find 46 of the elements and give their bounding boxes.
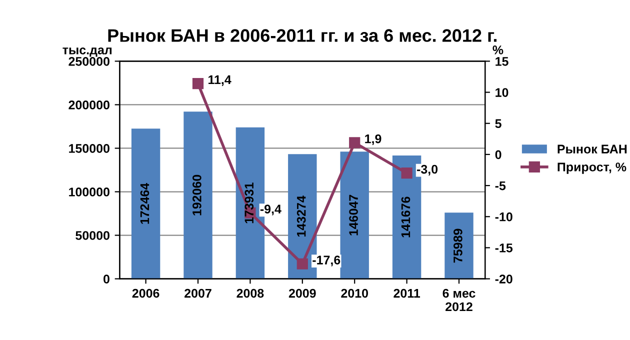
- x-tick-label: 2007: [184, 288, 212, 298]
- point: [401, 168, 412, 179]
- data-label: -17,6: [312, 256, 340, 266]
- y2-tick-label: -5: [495, 181, 506, 190]
- x-tick-label: 2009: [288, 288, 316, 298]
- x-tick-label: 2006: [132, 288, 160, 298]
- data-label: -9,4: [260, 204, 282, 216]
- y-tick-label: 0: [104, 274, 110, 284]
- y-tick-label: 150000: [69, 144, 110, 153]
- data-label: 143274: [296, 196, 306, 237]
- data-label: 75989: [454, 228, 462, 263]
- data-label: -3,0: [417, 164, 438, 176]
- data-label: 1,9: [365, 134, 382, 146]
- data-label: 141676: [401, 196, 410, 238]
- data-label: 192060: [192, 174, 202, 216]
- data-label: 173931: [244, 182, 254, 224]
- y2-tick-label: 5: [495, 119, 502, 128]
- data-label: 172464: [140, 182, 150, 224]
- bar: [184, 112, 212, 279]
- bar: [444, 212, 474, 279]
- y2-axis-title: %: [492, 46, 504, 54]
- x-tick-label: 6 мес 2012: [442, 288, 476, 312]
- point: [349, 137, 360, 148]
- y2-tick-label: 0: [495, 150, 502, 160]
- data-label: 11,4: [208, 75, 232, 86]
- point: [192, 78, 204, 90]
- y-tick-label: 200000: [68, 100, 110, 110]
- x-tick-label: 2008: [236, 288, 264, 298]
- y2-tick-label: 15: [496, 57, 508, 66]
- y-tick-label: 250000: [68, 57, 110, 66]
- data-label: 146047: [349, 194, 358, 236]
- y-tick-label: 100000: [69, 188, 110, 196]
- legend-label: Прирост, %: [558, 162, 626, 174]
- y2-tick-label: 10: [496, 88, 508, 97]
- point: [296, 258, 308, 270]
- x-tick-label: 2010: [341, 288, 368, 298]
- chart-title: Рынок БАН в 2006-2011 гг. и за 6 мес. 2012 г.: [108, 29, 497, 42]
- y2-tick-label: -10: [495, 212, 512, 222]
- bar: [131, 128, 160, 279]
- bar: [340, 152, 369, 279]
- y2-tick-label: -20: [495, 274, 512, 284]
- y-tick-label: 50000: [76, 231, 110, 240]
- x-tick-label: 2011: [394, 288, 420, 298]
- y-axis-title: тыс.дал: [62, 48, 112, 57]
- legend-label: Рынок БАН: [558, 144, 627, 154]
- y2-tick-label: -15: [495, 244, 513, 252]
